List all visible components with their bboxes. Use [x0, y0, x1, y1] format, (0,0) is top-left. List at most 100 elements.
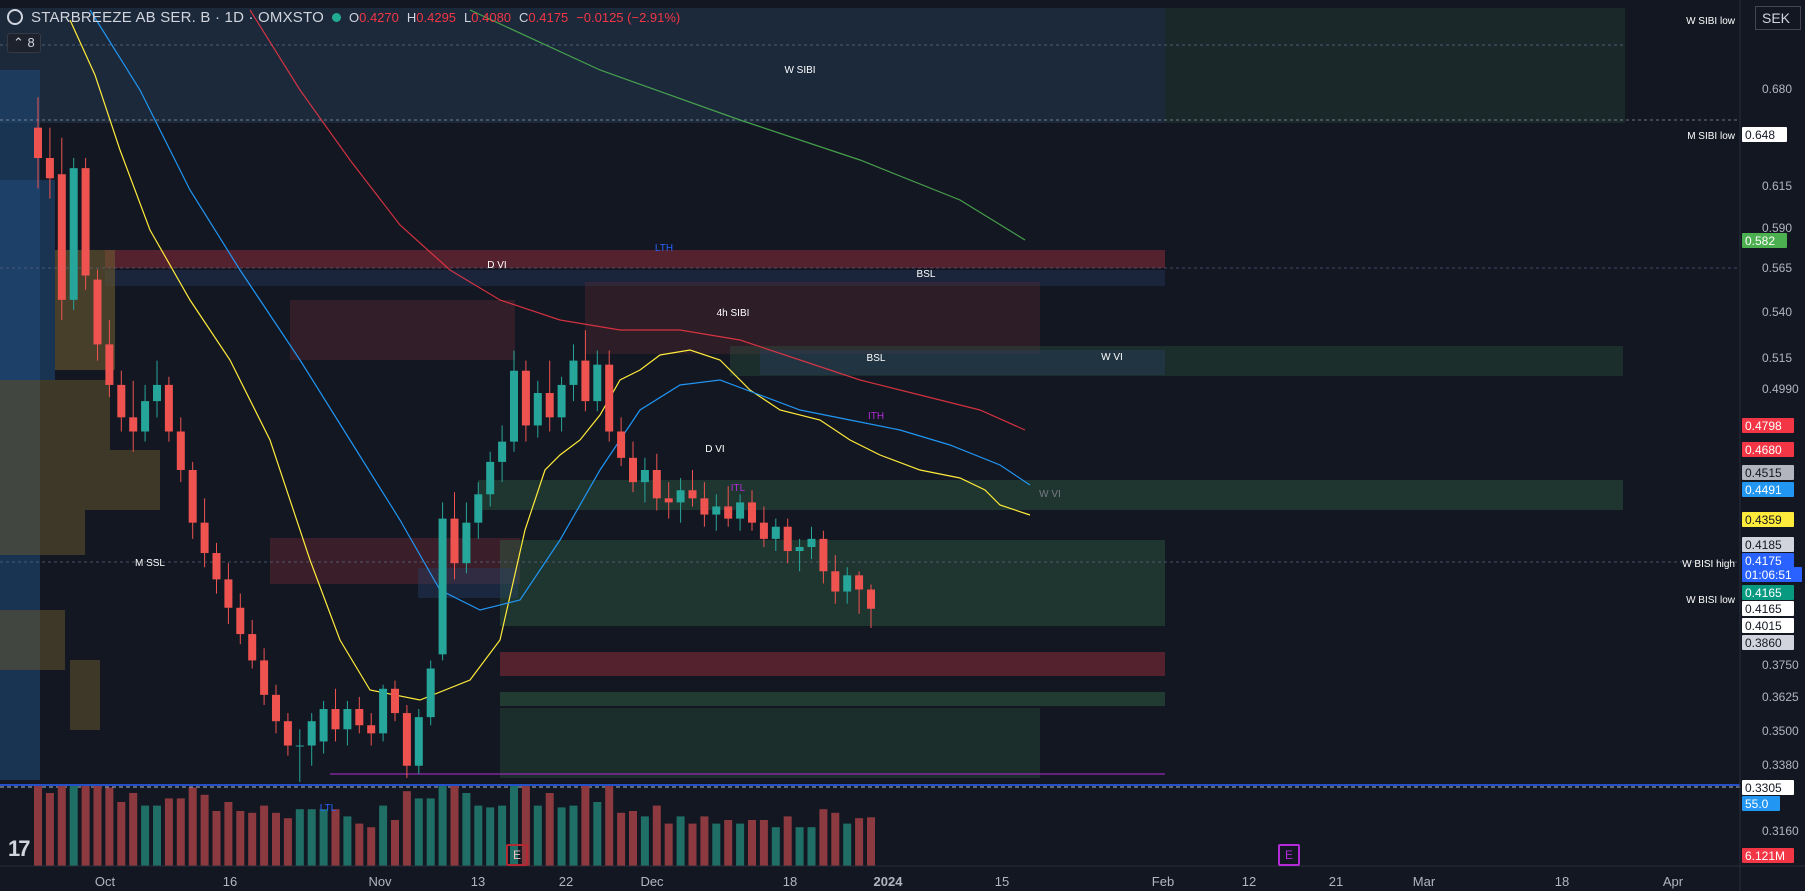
candle-body: [212, 553, 221, 580]
volume-bar: [391, 820, 399, 866]
tradingview-logo-icon[interactable]: 17: [8, 836, 31, 861]
zone-label: ITL: [731, 483, 746, 494]
price-badge-label: 01:06:51: [1745, 568, 1792, 582]
time-axis[interactable]: Oct 16 Nov 13 22 Dec 18 2024 15 Feb 12 21 Mar 18 Apr: [95, 874, 1684, 889]
volume-bar: [843, 823, 852, 866]
volume-bar: [533, 805, 542, 866]
candle-body: [81, 168, 90, 276]
zone-label: W SIBI: [784, 65, 815, 76]
volume-bar: [307, 809, 316, 866]
zone-label: LTL: [320, 803, 337, 814]
candle-body: [593, 364, 602, 402]
volume-bar: [795, 827, 804, 866]
price-badge: [1742, 418, 1794, 433]
candle-body: [105, 344, 114, 385]
earnings-icon[interactable]: E: [506, 844, 528, 866]
price-badge-label: 0.4515: [1745, 466, 1782, 480]
zone-label: ITH: [868, 411, 884, 422]
price-badge-label: 0.4165: [1745, 602, 1782, 616]
candle-body: [629, 457, 637, 483]
volume-bar: [331, 809, 340, 866]
price-badge: [1742, 567, 1802, 582]
candle-body: [129, 417, 138, 432]
time-tick-label: 21: [1329, 874, 1343, 889]
zones-layer: [0, 8, 1625, 780]
price-badge-label: 0.648: [1745, 128, 1775, 142]
time-tick-label: Oct: [95, 874, 116, 889]
time-tick-label: Apr: [1663, 874, 1684, 889]
candle-body: [712, 506, 721, 515]
price-badge-label: 0.3305: [1745, 781, 1782, 795]
volume-bar: [676, 816, 685, 866]
volume-bar: [724, 820, 733, 866]
candle-body: [93, 279, 102, 345]
earnings-upcoming-icon[interactable]: E: [1278, 844, 1300, 866]
candle-body: [426, 668, 435, 718]
candle-body: [843, 575, 852, 592]
candle-body: [652, 469, 661, 499]
price-badge: [1742, 482, 1794, 497]
volume-bar: [545, 793, 554, 866]
market-status-icon: [331, 12, 341, 22]
volume-bar: [867, 817, 875, 866]
zone-label: LTH: [655, 243, 673, 254]
candle-body: [438, 518, 447, 655]
volume-bar: [605, 786, 614, 866]
candle-body: [402, 713, 411, 766]
indicators-toggle[interactable]: ⌃ 8: [7, 33, 41, 53]
volume-bar: [236, 811, 245, 866]
volume-bar: [617, 812, 626, 866]
candle-body: [248, 634, 257, 661]
volume-bar: [93, 786, 102, 866]
volume-bar: [450, 786, 459, 866]
candle-body: [57, 174, 66, 300]
volume-bar: [176, 798, 185, 866]
candle-body: [688, 490, 697, 499]
candle-body: [450, 518, 459, 564]
zone-label: BSL: [917, 269, 936, 280]
candle-body: [831, 571, 840, 592]
candle-body: [45, 158, 54, 179]
right-level-label: W BISI low: [1686, 595, 1736, 606]
price-tick-label: 0.590: [1762, 221, 1792, 235]
volume-bar: [771, 827, 780, 866]
candle-body: [188, 469, 197, 523]
volume-bar: [414, 798, 423, 866]
volume-bar: [402, 791, 411, 866]
volume-bar: [319, 809, 328, 866]
candle-body: [533, 393, 542, 426]
zone-label: M SSL: [135, 558, 165, 569]
time-tick-label: Mar: [1413, 874, 1436, 889]
price-badge: [1742, 780, 1794, 795]
volume-layer: [34, 786, 875, 866]
volume-bar: [117, 802, 126, 866]
candle-body: [605, 364, 614, 432]
candle-body: [486, 461, 495, 495]
volume-bar: [153, 805, 161, 866]
price-axis[interactable]: 0.680 0.615 0.590 0.565 0.540 0.515 0.4990 0.37…: [1762, 82, 1799, 838]
time-tick-label: 18: [1555, 874, 1569, 889]
candle-body: [164, 384, 173, 432]
volume-bar: [438, 786, 447, 866]
candle-body: [569, 360, 578, 385]
right-level-label: W SIBI low: [1686, 16, 1736, 27]
volume-bar: [629, 811, 637, 866]
volume-bar: [69, 786, 78, 866]
candle-body: [331, 709, 340, 730]
candle-body: [236, 607, 245, 635]
volume-bar: [855, 818, 864, 866]
currency-select[interactable]: SEK: [1754, 6, 1801, 30]
time-tick-label: 18: [783, 874, 797, 889]
candle-body: [379, 688, 388, 734]
price-tick-label: 0.565: [1762, 261, 1792, 275]
zone-label: D VI: [487, 260, 506, 271]
price-badge-label: 6.121M: [1745, 849, 1785, 863]
price-tick-label: 0.615: [1762, 179, 1792, 193]
symbol-title[interactable]: STARBREEZE AB SER. B · 1D · OMXSTO: [31, 8, 324, 26]
candle-body: [283, 721, 292, 746]
price-badge: [1742, 442, 1794, 457]
volume-bar: [498, 805, 507, 866]
volume-bar: [712, 823, 721, 866]
settings-icon[interactable]: [7, 9, 23, 25]
